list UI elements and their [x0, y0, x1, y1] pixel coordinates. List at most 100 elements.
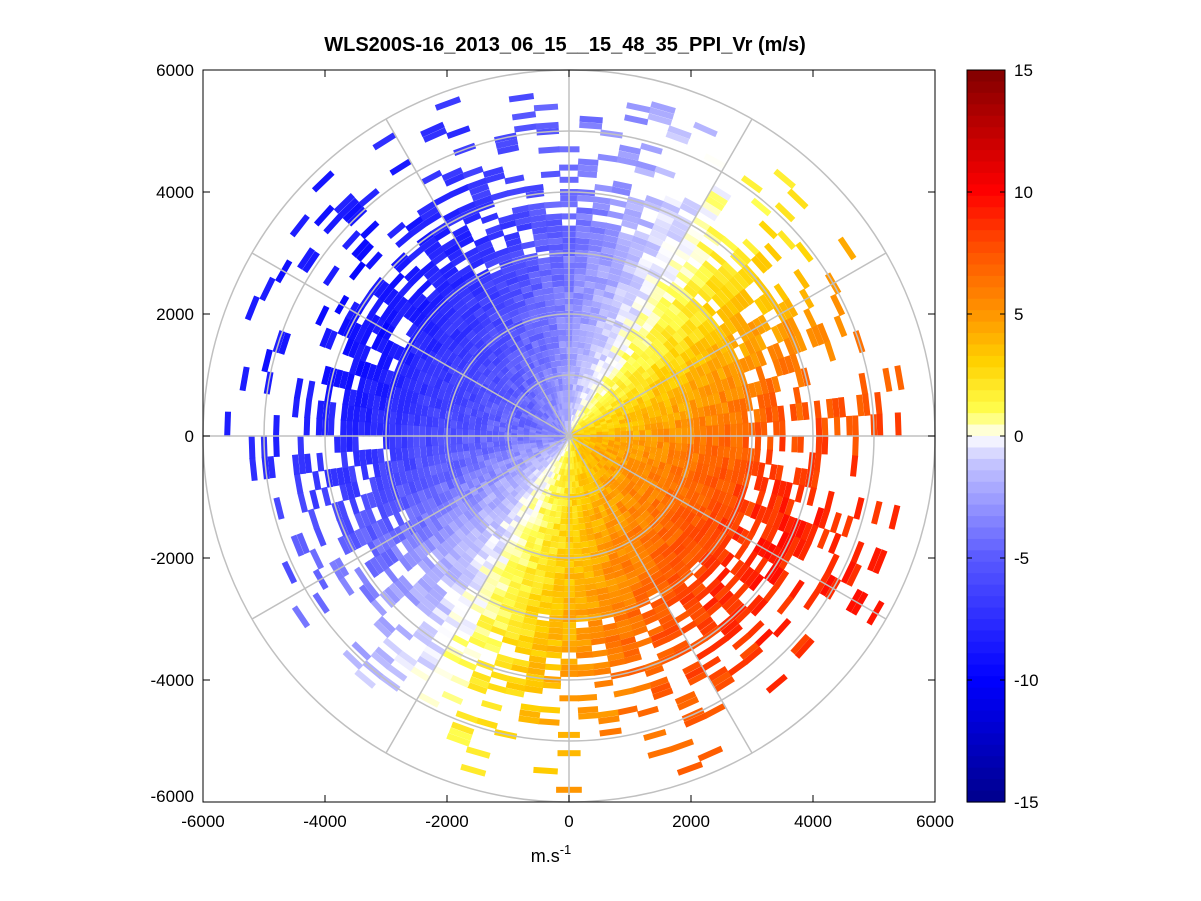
velocity-cell	[472, 537, 485, 550]
velocity-cell	[669, 512, 681, 525]
velocity-cell	[756, 394, 766, 410]
velocity-cell	[668, 555, 682, 569]
velocity-cell	[626, 102, 652, 114]
velocity-cell	[734, 311, 748, 329]
velocity-cell	[594, 679, 614, 688]
velocity-cell	[638, 534, 651, 545]
velocity-cell	[513, 123, 538, 133]
velocity-cell	[833, 416, 841, 437]
colorbar-tick-label: -5	[1014, 549, 1029, 568]
velocity-cell	[408, 401, 417, 415]
velocity-cell	[419, 425, 426, 437]
colorbar-band	[967, 733, 1005, 746]
velocity-cell	[481, 608, 498, 621]
velocity-cell	[457, 286, 473, 300]
velocity-cell	[526, 598, 541, 608]
velocity-cell	[664, 264, 681, 277]
velocity-cell	[729, 315, 743, 332]
velocity-cell	[541, 539, 552, 548]
velocity-cell	[700, 463, 710, 476]
velocity-cell	[688, 379, 699, 392]
velocity-cell	[685, 556, 699, 571]
velocity-cell	[613, 687, 634, 698]
velocity-cell	[423, 320, 437, 335]
velocity-cell	[484, 257, 500, 269]
velocity-cell	[669, 464, 678, 476]
velocity-cell	[604, 578, 618, 588]
velocity-cell	[476, 409, 485, 419]
velocity-cell	[424, 241, 442, 256]
velocity-cell	[534, 238, 550, 247]
velocity-cell	[416, 527, 429, 543]
velocity-cell	[481, 251, 498, 264]
velocity-cell	[746, 620, 765, 639]
velocity-cell	[441, 511, 454, 525]
velocity-cell	[428, 323, 441, 338]
velocity-cell	[439, 556, 454, 571]
velocity-cell	[679, 374, 689, 386]
x-tick-label: -6000	[181, 812, 224, 831]
velocity-cell	[872, 549, 888, 575]
velocity-cell	[680, 443, 688, 453]
velocity-cell	[382, 355, 394, 371]
velocity-cell	[403, 304, 418, 320]
velocity-cell	[474, 441, 482, 450]
velocity-cell	[472, 322, 485, 335]
velocity-cell	[594, 282, 607, 291]
velocity-cell	[578, 335, 587, 343]
velocity-cell	[685, 539, 698, 553]
velocity-cell	[373, 280, 390, 299]
velocity-cell	[686, 279, 703, 294]
velocity-cell	[395, 374, 406, 389]
velocity-cell	[532, 288, 545, 297]
velocity-cell	[722, 351, 734, 366]
velocity-cell	[356, 242, 374, 262]
velocity-cell	[574, 243, 590, 251]
velocity-cell	[422, 372, 433, 386]
velocity-cell	[629, 280, 643, 291]
velocity-cell	[520, 703, 542, 713]
velocity-cell	[652, 285, 667, 298]
velocity-cell	[575, 627, 591, 635]
velocity-cell	[733, 458, 742, 473]
velocity-cell	[663, 399, 672, 409]
velocity-cell	[733, 607, 752, 625]
velocity-cell	[513, 210, 531, 220]
velocity-cell	[640, 142, 663, 155]
velocity-cell	[661, 590, 677, 603]
velocity-cell	[665, 456, 674, 466]
velocity-cell	[556, 317, 566, 324]
colorbar-band	[967, 458, 1005, 471]
velocity-cell	[671, 387, 681, 398]
velocity-cell	[518, 583, 532, 594]
velocity-cell	[707, 665, 729, 683]
velocity-cell	[528, 334, 539, 343]
velocity-cell	[699, 620, 718, 637]
velocity-cell	[325, 330, 338, 350]
velocity-cell	[345, 372, 355, 391]
velocity-cell	[528, 554, 540, 564]
velocity-cell	[293, 377, 304, 399]
velocity-cell	[462, 212, 482, 226]
velocity-cell	[398, 470, 408, 485]
colorbar-band	[967, 607, 1005, 620]
velocity-cell	[542, 330, 553, 339]
velocity-cell	[371, 408, 379, 424]
velocity-cell	[774, 202, 796, 223]
velocity-cell	[480, 316, 493, 329]
velocity-cell	[572, 317, 582, 324]
velocity-cell	[380, 474, 391, 490]
velocity-cell	[655, 447, 663, 457]
velocity-cell	[457, 450, 465, 460]
velocity-cell	[590, 220, 608, 229]
velocity-cell	[248, 435, 256, 459]
velocity-cell	[372, 365, 383, 382]
velocity-cell	[718, 424, 725, 437]
velocity-cell	[416, 559, 432, 575]
velocity-cell	[695, 365, 706, 379]
velocity-cell	[474, 290, 489, 303]
colorbar-band	[967, 756, 1005, 769]
colorbar-band	[967, 287, 1005, 300]
velocity-cell	[416, 655, 437, 672]
velocity-cell	[721, 594, 739, 611]
